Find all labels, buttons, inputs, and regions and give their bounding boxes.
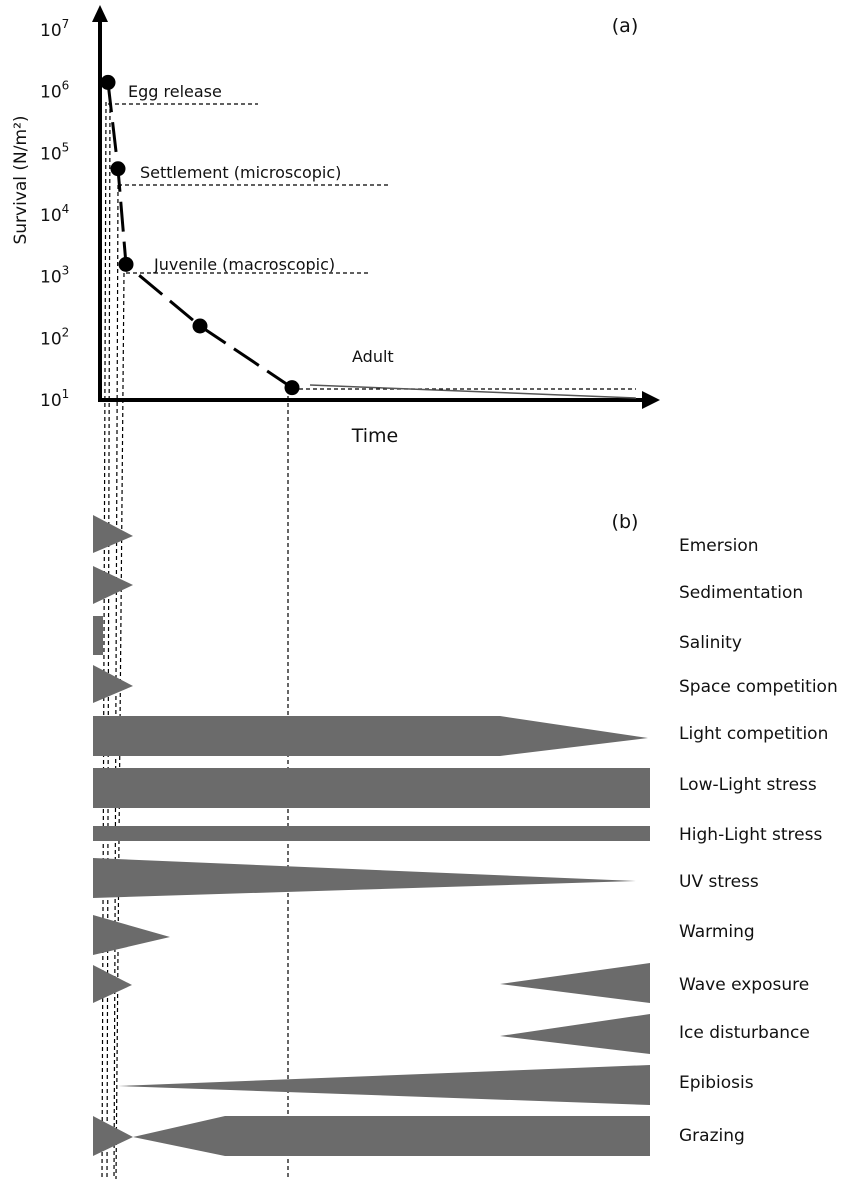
stage-label-juvenile: Juvenile (macroscopic)	[153, 255, 335, 274]
shape-wave-exposure-early	[93, 965, 132, 1003]
factor-label-low-light-stress: Low-Light stress	[679, 775, 817, 795]
y-tick-exponent: 4	[62, 202, 70, 216]
survival-point-1	[110, 161, 126, 177]
shape-salinity	[93, 616, 103, 655]
stage-label-egg-release: Egg release	[128, 82, 222, 101]
shape-space-competition	[93, 665, 133, 703]
survival-point-3	[192, 318, 208, 334]
shape-grazing-late	[133, 1116, 650, 1156]
panel-b-label: (b)	[612, 511, 639, 533]
shape-sedimentation	[93, 566, 133, 604]
survival-curve-line	[106, 82, 293, 389]
y-tick-base: 10	[40, 268, 62, 288]
drop-line-2	[106, 101, 111, 1179]
panel-a-label: (a)	[612, 15, 638, 37]
y-tick-exponent: 7	[62, 17, 70, 31]
adult-plateau-line	[309, 384, 637, 399]
factor-label-high-light-stress: High-Light stress	[679, 825, 822, 845]
y-tick-base: 10	[40, 206, 62, 226]
y-tick-label-1: 106	[40, 79, 69, 103]
shape-light-competition	[93, 716, 648, 756]
shape-epibiosis	[118, 1065, 650, 1105]
factor-label-space-competition: Space competition	[679, 677, 838, 697]
factor-label-light-competition: Light competition	[679, 724, 828, 744]
factor-label-epibiosis: Epibiosis	[679, 1073, 754, 1093]
survival-point-0	[100, 74, 116, 90]
survival-curve	[100, 74, 300, 396]
shape-high-light-stress	[93, 826, 650, 841]
factor-labels: Emersion Sedimentation Salinity Space compe…	[679, 536, 838, 1146]
stress-factor-panel: (b) Emersion Sedimentation Salinity Space c…	[93, 511, 838, 1156]
survival-point-4	[284, 380, 300, 396]
y-tick-base: 10	[40, 144, 62, 164]
factor-label-uv-stress: UV stress	[679, 872, 759, 892]
shape-wave-exposure-late	[500, 963, 650, 1003]
y-tick-exponent: 1	[62, 387, 70, 401]
y-tick-base: 10	[40, 21, 62, 41]
y-tick-base: 10	[40, 391, 62, 411]
shape-ice-disturbance	[500, 1014, 650, 1054]
factor-label-sedimentation: Sedimentation	[679, 583, 803, 603]
y-tick-label-2: 105	[40, 140, 69, 164]
shape-low-light-stress	[93, 768, 650, 808]
stage-label-adult: Adult	[352, 347, 394, 366]
y-tick-exponent: 2	[62, 325, 70, 339]
factor-shapes	[93, 515, 650, 1156]
factor-label-warming: Warming	[679, 922, 755, 942]
shape-uv-stress	[93, 858, 636, 898]
y-tick-exponent: 3	[62, 264, 70, 278]
shape-grazing-early	[93, 1116, 133, 1156]
stage-label-settlement: Settlement (microscopic)	[140, 163, 341, 182]
y-tick-label-5: 102	[40, 325, 69, 349]
y-tick-exponent: 5	[62, 140, 70, 154]
factor-label-wave-exposure: Wave exposure	[679, 975, 809, 995]
shape-warming	[93, 915, 170, 955]
factor-label-grazing: Grazing	[679, 1126, 745, 1146]
y-tick-base: 10	[40, 329, 62, 349]
y-axis-label: Survival (N/m²)	[11, 115, 31, 244]
x-axis-label: Time	[351, 425, 399, 447]
x-axis-arrow	[642, 391, 660, 409]
y-tick-label-3: 104	[40, 202, 69, 226]
y-axis-arrow	[92, 5, 108, 22]
survival-point-2	[118, 256, 134, 272]
factor-label-ice-disturbance: Ice disturbance	[679, 1023, 810, 1043]
factor-label-salinity: Salinity	[679, 633, 742, 653]
y-tick-exponent: 6	[62, 79, 70, 93]
y-tick-label-4: 103	[40, 264, 69, 288]
shape-emersion	[93, 515, 133, 553]
y-tick-base: 10	[40, 83, 62, 103]
factor-label-emersion: Emersion	[679, 536, 759, 556]
y-tick-label-6: 101	[40, 387, 69, 411]
drop-line-1	[101, 101, 107, 1179]
y-tick-label-0: 107	[40, 17, 69, 41]
